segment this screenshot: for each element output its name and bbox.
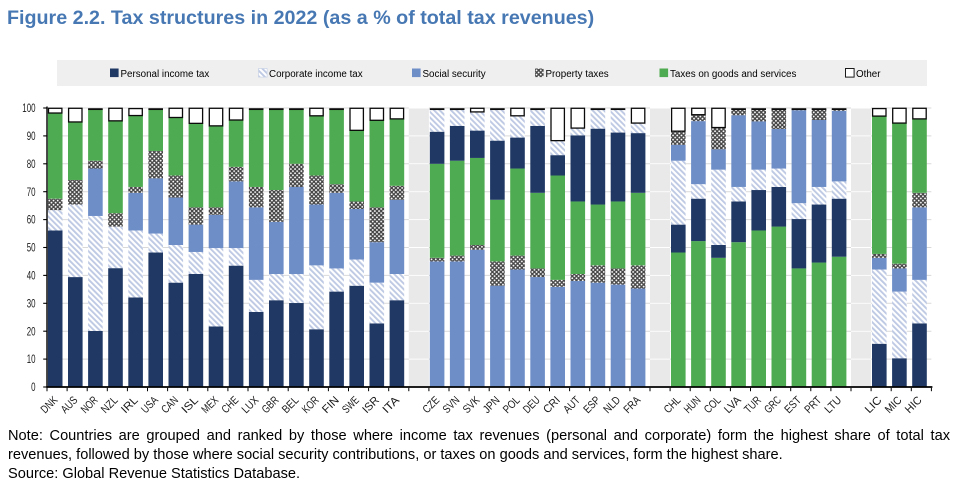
svg-text:Corporate income tax: Corporate income tax (269, 69, 363, 80)
svg-text:10: 10 (27, 354, 36, 366)
svg-text:70: 70 (27, 187, 36, 199)
svg-text:Property taxes: Property taxes (546, 69, 609, 80)
svg-text:Taxes on goods and services: Taxes on goods and services (670, 69, 796, 80)
svg-text:50: 50 (27, 243, 36, 255)
svg-text:80: 80 (27, 159, 36, 171)
svg-text:Personal income tax: Personal income tax (121, 69, 210, 80)
svg-text:0: 0 (31, 382, 35, 394)
svg-text:30: 30 (27, 298, 36, 310)
svg-text:100: 100 (22, 103, 35, 115)
svg-text:60: 60 (27, 215, 36, 227)
svg-text:20: 20 (27, 326, 36, 338)
svg-text:Social security: Social security (423, 69, 486, 80)
svg-text:40: 40 (27, 271, 36, 283)
svg-text:90: 90 (27, 131, 36, 143)
svg-text:Other: Other (856, 69, 881, 80)
